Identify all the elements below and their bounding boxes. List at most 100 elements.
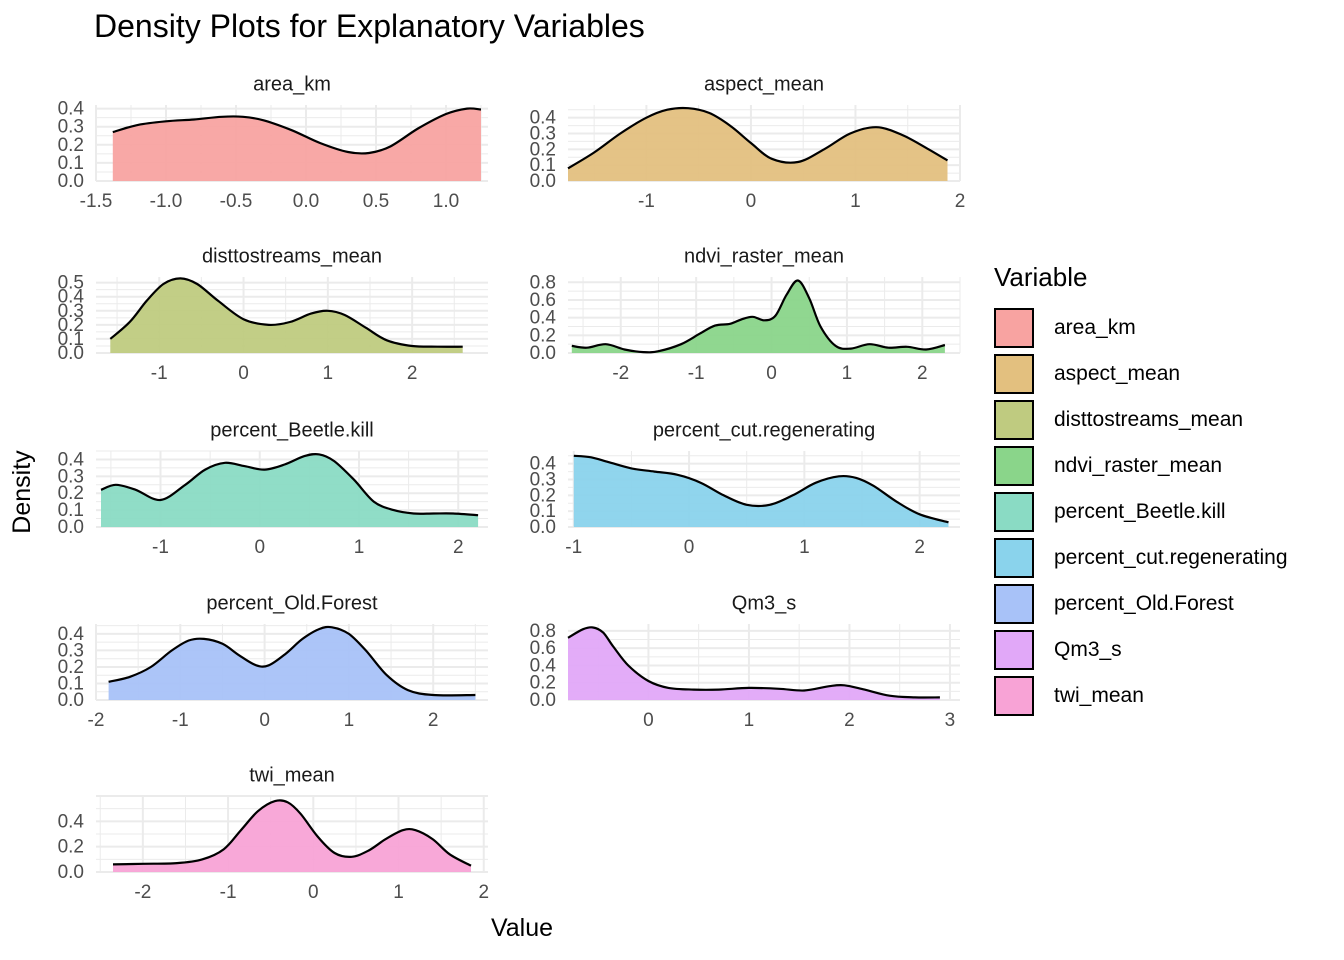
legend-label: ndvi_raster_mean [1054,454,1223,477]
y-tick-label: 0.2 [58,135,84,156]
y-axis-title-text: Density [8,450,36,534]
y-tick-label: 0.0 [58,517,84,538]
legend-label: percent_cut.regenerating [1054,546,1288,569]
y-tick-label: 0.1 [530,155,556,176]
facet-strip-label: percent_Old.Forest [206,592,378,614]
facet-strip-label: percent_cut.regenerating [653,419,875,441]
legend-swatch [994,676,1034,716]
facet-strip-label: percent_Beetle.kill [210,419,373,441]
legend-swatch [994,538,1034,578]
density-area [568,107,948,181]
y-tick-label: 0.0 [58,343,84,364]
legend-label: area_km [1054,316,1136,339]
legend-swatch [994,308,1034,348]
x-tick-label: 1 [799,537,810,558]
density-line [567,626,940,699]
facet-panel: percent_cut.regenerating-1 0 1 20.00.10.20.… [530,419,960,558]
x-tick-label: -1 [152,537,169,558]
facet-panel: aspect_mean -1 0 1 2 0.00.10.20.30.4 [530,73,966,212]
facet-strip-label: disttostreams_mean [202,245,382,267]
x-tick-label: -1 [151,363,168,384]
density-area [568,627,940,700]
x-tick-label: 1 [842,363,853,384]
x-tick-label: -1.0 [150,191,183,212]
x-tick-label: 1 [323,363,334,384]
legend-swatch [994,354,1034,394]
x-tick-label: 2 [917,363,928,384]
density-line [112,799,472,867]
y-tick-label: 0.3 [58,466,84,487]
x-tick-label: 1 [344,710,355,731]
y-tick-label: 0.6 [530,638,556,659]
y-tick-label: 0.8 [530,621,556,642]
legend-swatch [994,584,1034,624]
density-area [573,455,949,527]
legend-item: Qm3_s [994,627,1288,673]
legend-swatch [994,446,1034,486]
chart-title: Density Plots for Explanatory Variables [94,8,645,44]
y-tick-label: 0.3 [530,470,556,491]
y-tick-label: 0.8 [530,272,556,293]
legend-title: Variable [994,262,1088,292]
legend-item: percent_Old.Forest [994,581,1288,627]
x-tick-label: 0 [643,710,654,731]
facet-panel: Qm3_s 0 1 2 3 0.00.20.40.60.8 [530,592,960,731]
x-tick-label: 0 [308,882,319,903]
x-tick-label: 2 [407,363,418,384]
y-tick-label: 0.5 [58,273,84,294]
x-axis-title: Value [490,914,554,942]
x-tick-label: -1.5 [80,191,113,212]
x-tick-label: 0 [259,710,270,731]
facet-strip-label: aspect_mean [704,73,824,95]
density-line [100,452,479,517]
y-tick-label: 0.2 [58,657,84,678]
y-tick-label: 0.1 [58,153,84,174]
x-tick-label: 3 [945,710,956,731]
density-area [108,626,476,700]
density-line [109,277,463,348]
legend-label: percent_Beetle.kill [1054,500,1226,523]
x-tick-label: 0 [254,537,265,558]
x-tick-label: 0.0 [293,191,319,212]
density-area [113,800,471,872]
legend-swatch [994,400,1034,440]
y-tick-label: 0.3 [530,124,556,145]
facet-strip-label: area_km [253,73,331,95]
density-area [112,108,482,181]
y-tick-label: 0.3 [58,301,84,322]
y-tick-label: 0.0 [58,862,84,883]
x-tick-label: -1 [638,191,655,212]
y-tick-label: 0.4 [58,287,85,308]
x-tick-label: 2 [428,710,439,731]
x-tick-label: -0.5 [220,191,253,212]
x-tick-label: 1 [744,710,755,731]
y-tick-label: 0.4 [58,449,85,470]
x-tick-label: -1 [220,882,237,903]
y-tick-label: 0.0 [58,690,84,711]
facet-strip-label: Qm3_s [732,592,796,614]
legend-label: Qm3_s [1054,638,1122,661]
y-tick-label: 0.0 [530,517,556,538]
y-tick-label: 0.2 [530,673,556,694]
x-tick-label: 0 [684,537,695,558]
facet-panel: percent_Beetle.kill -1 0 1 2 0.00.10.20.30.4 [58,419,488,558]
density-area [101,454,479,527]
y-tick-label: 0.4 [530,655,557,676]
y-tick-label: 0.6 [530,290,556,311]
facet-strip-label: ndvi_raster_mean [684,245,844,267]
legend: Variable area_km aspect_mean disttostrea… [994,262,1288,719]
y-tick-label: 0.4 [58,99,85,120]
density-line [567,106,949,170]
facet-panel: percent_Old.Forest -2 -1 0 1 2 0.00.10.20.30.4 [58,592,488,731]
y-tick-label: 0.3 [58,640,84,661]
y-tick-label: 0.0 [530,171,556,192]
y-tick-label: 0.4 [530,308,557,329]
x-tick-label: -1 [172,710,189,731]
x-tick-label: 2 [453,537,464,558]
legend-item: percent_Beetle.kill [994,489,1288,535]
x-tick-label: -1 [565,537,582,558]
legend-label: aspect_mean [1054,362,1181,385]
y-tick-label: 0.1 [58,329,84,350]
legend-label: percent_Old.Forest [1054,592,1234,615]
